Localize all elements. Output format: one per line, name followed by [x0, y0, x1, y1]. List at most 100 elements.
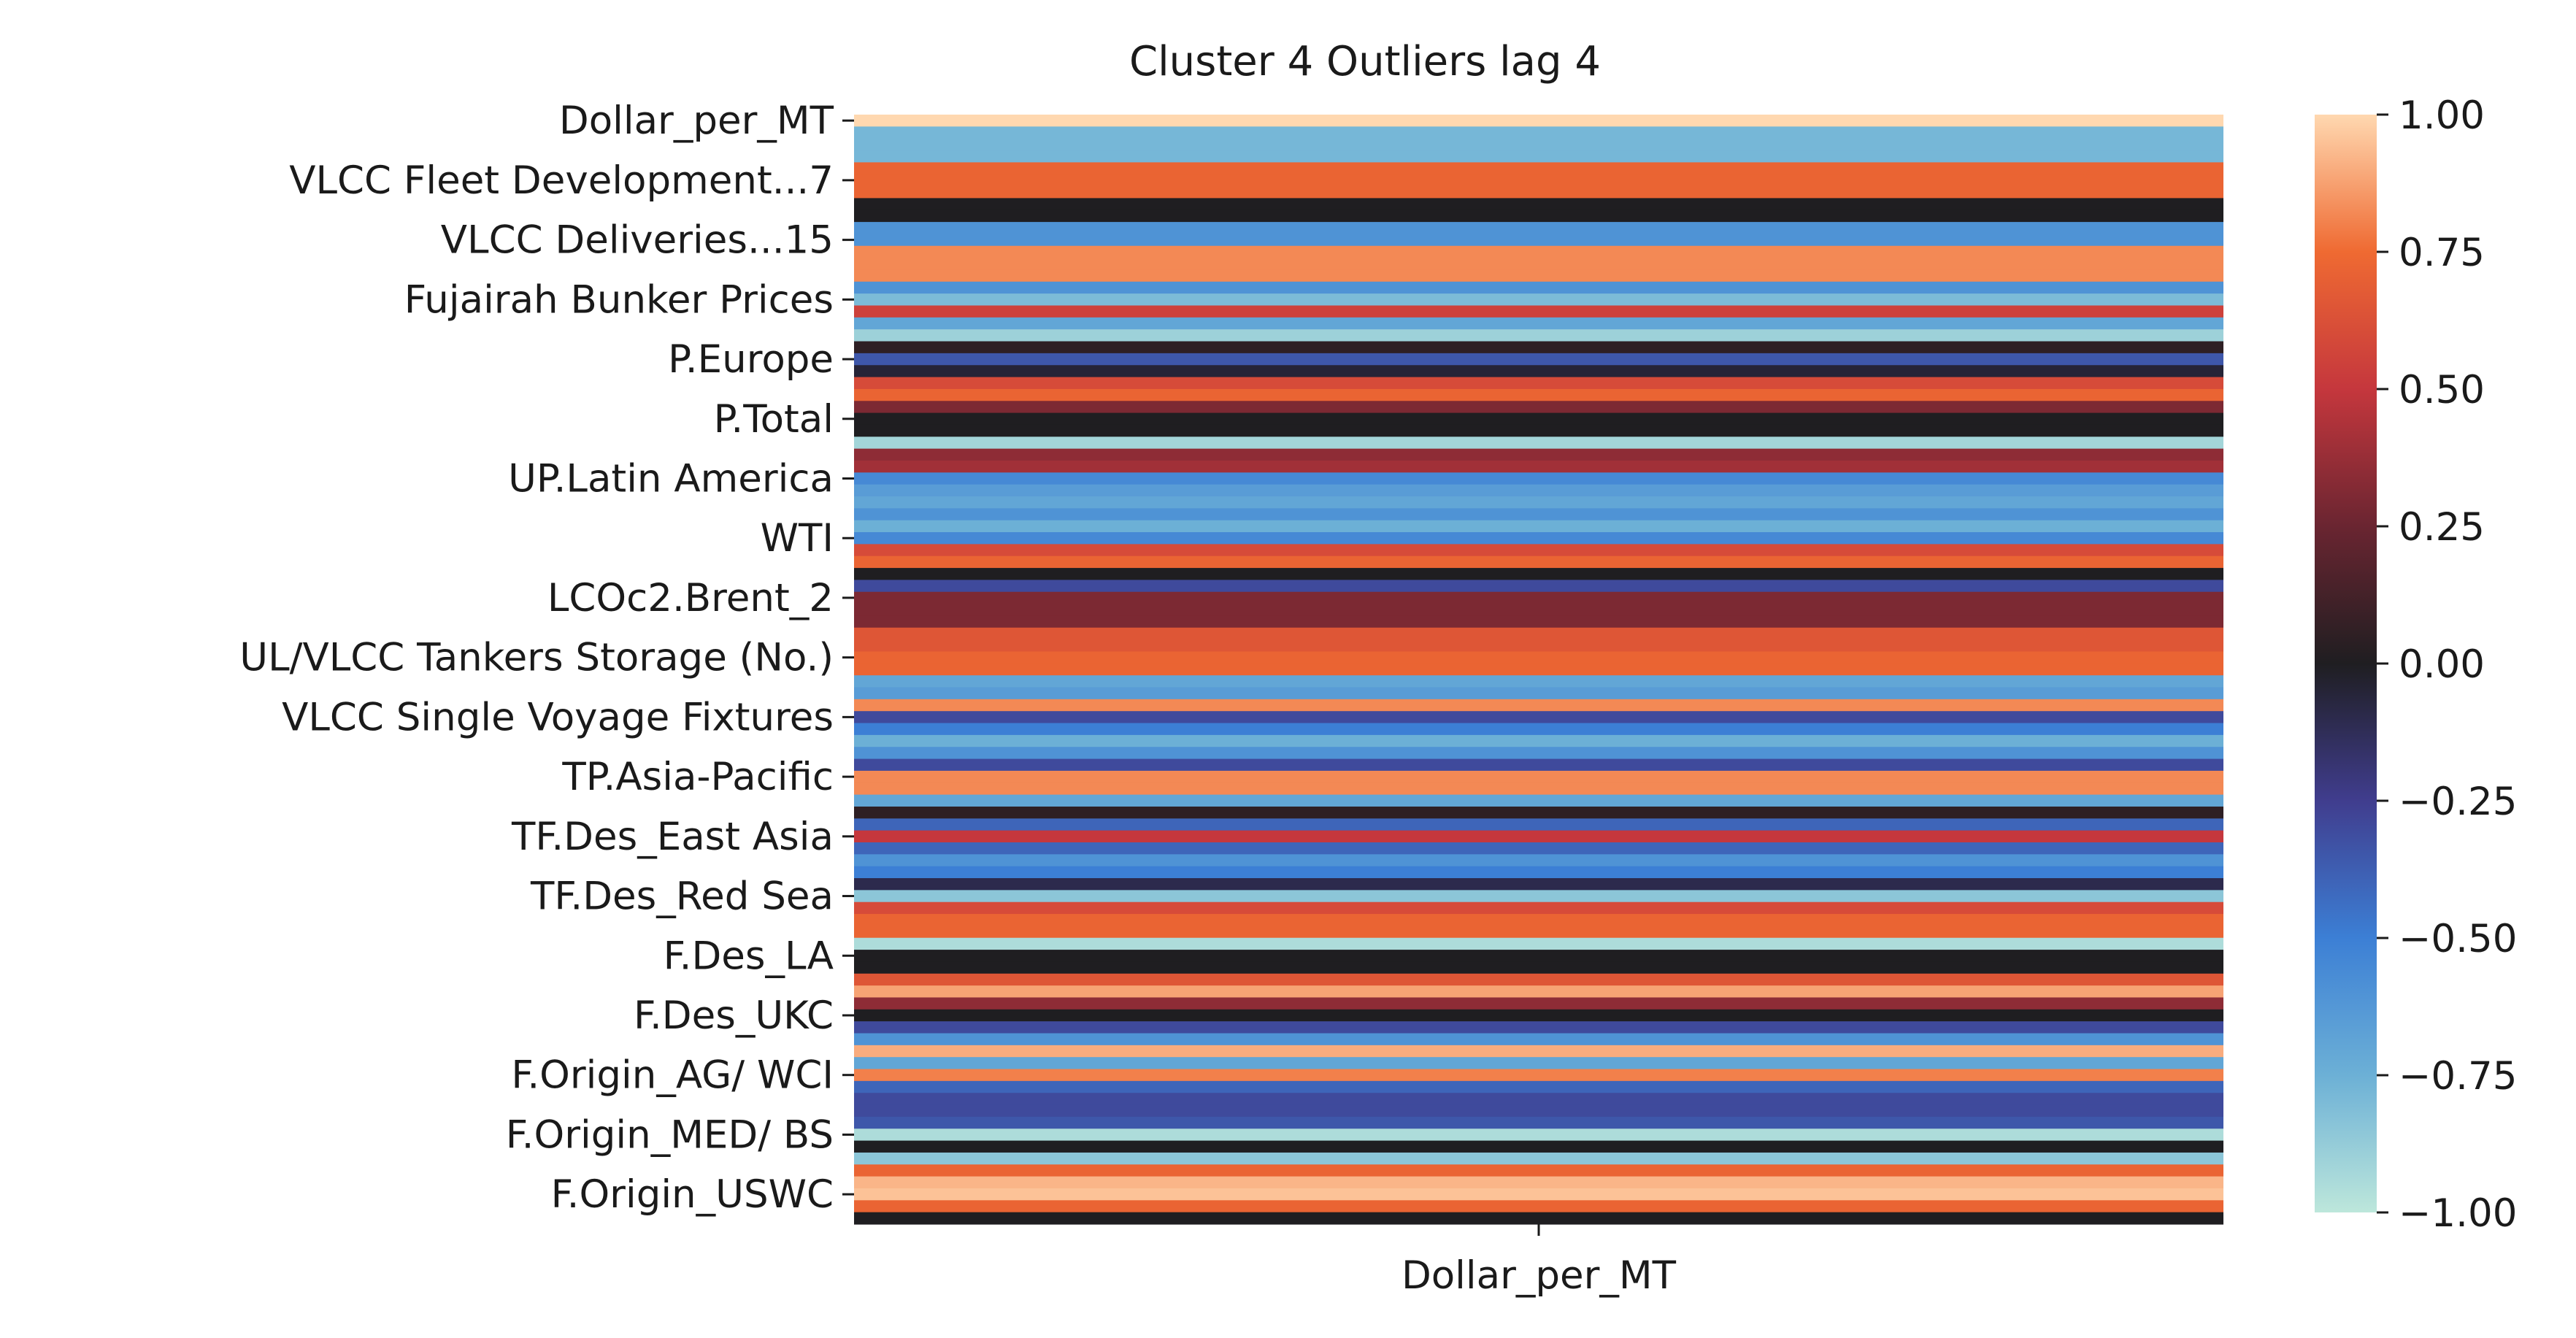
heatmap-cell — [854, 699, 2223, 712]
heatmap-cell — [854, 830, 2223, 843]
heatmap-cell — [854, 783, 2223, 796]
heatmap-cell — [854, 377, 2223, 390]
heatmap-cell — [854, 388, 2223, 401]
y-tick-label: UP.Latin America — [508, 456, 834, 501]
heatmap-cell — [854, 1164, 2223, 1177]
heatmap-cell — [854, 818, 2223, 831]
heatmap-cell — [854, 973, 2223, 986]
y-tick-label: LCOc2.Brent_2 — [547, 576, 834, 620]
heatmap-cell — [854, 234, 2223, 247]
heatmap-cell — [854, 293, 2223, 307]
heatmap-cell — [854, 1176, 2223, 1189]
heatmap-cell — [854, 675, 2223, 688]
heatmap-cell — [854, 520, 2223, 533]
colorbar-tick-label: −1.00 — [2399, 1191, 2517, 1236]
y-tick-label: TF.Des_East Asia — [511, 815, 834, 859]
y-tick-label: VLCC Fleet Development...7 — [289, 158, 834, 203]
heatmap-cell — [854, 496, 2223, 509]
y-tick-label: P.Europe — [668, 337, 834, 382]
heatmap-cell — [854, 615, 2223, 628]
heatmap-cell — [854, 424, 2223, 437]
heatmap-cell — [854, 1200, 2223, 1213]
heatmap-cell — [854, 329, 2223, 342]
heatmap-cell — [854, 734, 2223, 747]
heatmap-cell — [854, 1033, 2223, 1046]
heatmap-cell — [854, 353, 2223, 366]
heatmap-cell — [854, 1021, 2223, 1034]
heatmap-cell — [854, 162, 2223, 175]
heatmap-cell — [854, 472, 2223, 485]
y-tick-label: F.Des_UKC — [634, 993, 834, 1038]
y-tick-label: Dollar_per_MT — [559, 99, 834, 143]
y-tick-label: P.Total — [714, 397, 834, 442]
heatmap-cell — [854, 961, 2223, 974]
heatmap-cell — [854, 854, 2223, 867]
heatmap-cell — [854, 914, 2223, 926]
heatmap-cell — [854, 651, 2223, 664]
heatmap-cell — [854, 460, 2223, 473]
heatmap-cell — [854, 555, 2223, 569]
heatmap-cell — [854, 591, 2223, 604]
colorbar-tick-label: −0.25 — [2399, 780, 2517, 824]
y-tick-label: VLCC Deliveries...15 — [441, 218, 834, 263]
heatmap-cell — [854, 1080, 2223, 1093]
y-tick-label: VLCC Single Voyage Fixtures — [282, 695, 834, 739]
colorbar-tick-label: −0.75 — [2399, 1054, 2517, 1099]
colorbar — [2315, 115, 2377, 1212]
x-tick-label: Dollar_per_MT — [1402, 1253, 1677, 1298]
x-axis: Dollar_per_MT — [1402, 1224, 1677, 1298]
heatmap-cell — [854, 794, 2223, 807]
colorbar-tick-label: −0.50 — [2399, 917, 2517, 961]
heatmap-cell — [854, 687, 2223, 700]
y-tick-label: F.Origin_USWC — [551, 1172, 834, 1217]
heatmap-cell — [854, 639, 2223, 653]
heatmap-cell — [854, 1152, 2223, 1165]
heatmap-cell — [854, 770, 2223, 783]
heatmap-cell — [854, 401, 2223, 414]
heatmap-cell — [854, 1140, 2223, 1153]
heatmap-cell — [854, 281, 2223, 294]
heatmap-cell — [854, 437, 2223, 450]
heatmap-cell — [854, 747, 2223, 760]
heatmap-cells — [854, 115, 2223, 1225]
heatmap-cell — [854, 150, 2223, 163]
heatmap-cell — [854, 627, 2223, 640]
heatmap-cell — [854, 448, 2223, 461]
heatmap-cell — [854, 890, 2223, 903]
heatmap-cell — [854, 604, 2223, 617]
heatmap-cell — [854, 580, 2223, 593]
colorbar-tick-label: 0.75 — [2399, 231, 2485, 275]
heatmap-cell — [854, 937, 2223, 950]
y-axis: Dollar_per_MT VLCC Fleet Development...7 V… — [239, 99, 854, 1217]
heatmap-cell — [854, 508, 2223, 521]
heatmap-cell — [854, 222, 2223, 235]
heatmap-cell — [854, 341, 2223, 354]
colorbar-tick-label: 1.00 — [2399, 93, 2485, 138]
colorbar-tick-label: 0.50 — [2399, 368, 2485, 412]
heatmap-cell — [854, 209, 2223, 223]
heatmap-cell — [854, 1093, 2223, 1106]
heatmap-cell — [854, 663, 2223, 676]
heatmap-cell — [854, 1116, 2223, 1129]
heatmap-cell — [854, 866, 2223, 879]
heatmap-cell — [854, 258, 2223, 271]
y-tick-label: F.Origin_MED/ BS — [506, 1112, 834, 1157]
y-tick-label: F.Origin_AG/ WCI — [511, 1053, 834, 1098]
heatmap-cell — [854, 806, 2223, 819]
y-tick-label: WTI — [761, 516, 834, 561]
y-tick-label: TP.Asia-Pacific — [561, 755, 834, 799]
heatmap-cell — [854, 985, 2223, 999]
heatmap-cell — [854, 711, 2223, 724]
heatmap-cell — [854, 950, 2223, 963]
heatmap-cell — [854, 1057, 2223, 1070]
colorbar-tick-label: 0.00 — [2399, 642, 2485, 687]
heatmap-cell — [854, 1045, 2223, 1058]
chart-title: Cluster 4 Outliers lag 4 — [1129, 38, 1601, 85]
y-tick-label: TF.Des_Red Sea — [530, 874, 834, 919]
heatmap-cell — [854, 1009, 2223, 1022]
heatmap-cell — [854, 115, 2223, 127]
colorbar-tick-label: 0.25 — [2399, 505, 2485, 550]
heatmap-cell — [854, 1104, 2223, 1118]
heatmap-cell — [854, 269, 2223, 282]
